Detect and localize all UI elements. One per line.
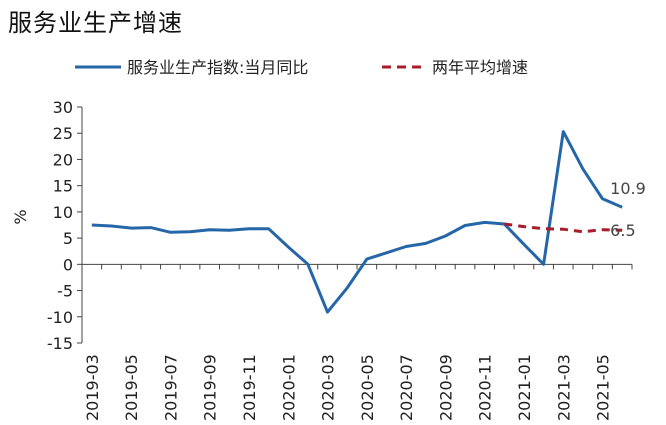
series-layer bbox=[91, 130, 623, 314]
x-tick-label: 2019-05 bbox=[122, 354, 141, 421]
y-tick-label: -15 bbox=[47, 334, 73, 353]
legend-label-1: 两年平均增速 bbox=[432, 58, 528, 77]
y-tick-label: 25 bbox=[53, 124, 73, 143]
x-tick-label: 2020-03 bbox=[319, 354, 338, 421]
y-tick-label: 20 bbox=[53, 150, 73, 169]
y-tick-label: -10 bbox=[47, 308, 73, 327]
y-tick-label: 30 bbox=[53, 98, 73, 117]
x-tick-label: 2021-03 bbox=[554, 354, 573, 421]
y-tick-label: -5 bbox=[57, 282, 73, 301]
y-tick-label: 10 bbox=[53, 203, 73, 222]
x-tick-label: 2020-09 bbox=[436, 354, 455, 421]
end-value-label: 6.5 bbox=[610, 221, 635, 240]
legend-label-0: 服务业生产指数:当月同比 bbox=[127, 58, 308, 77]
x-tick-label: 2020-05 bbox=[358, 354, 377, 421]
x-tick-label: 2021-05 bbox=[594, 354, 613, 421]
y-tick-label: 0 bbox=[63, 255, 73, 274]
series-line-1 bbox=[504, 222, 623, 234]
x-tick-label: 2019-03 bbox=[83, 354, 102, 421]
labels: 10.9 6.5 bbox=[610, 179, 646, 240]
y-tick-label: 15 bbox=[53, 177, 73, 196]
x-tick-label: 2020-01 bbox=[279, 354, 298, 421]
y-tick-label: 5 bbox=[63, 229, 73, 248]
series-line-0 bbox=[91, 130, 623, 314]
x-tick-label: 2020-11 bbox=[476, 354, 495, 421]
x-tick-label: 2019-09 bbox=[201, 354, 220, 421]
axes: 30 25 20 15 10 5 0 -5 -10 -15% 2019-03 2019-05 2019-… bbox=[11, 98, 633, 421]
chart-title: 服务业生产增速 bbox=[8, 9, 183, 37]
x-tick-label: 2020-07 bbox=[397, 354, 416, 421]
x-tick-label: 2021-01 bbox=[515, 354, 534, 421]
end-value-label: 10.9 bbox=[610, 179, 646, 198]
legend: 服务业生产指数:当月同比 两年平均增速 bbox=[75, 58, 528, 77]
x-tick-label: 2019-07 bbox=[161, 354, 180, 421]
y-axis-label: % bbox=[11, 209, 30, 224]
x-tick-label: 2019-11 bbox=[240, 354, 259, 421]
